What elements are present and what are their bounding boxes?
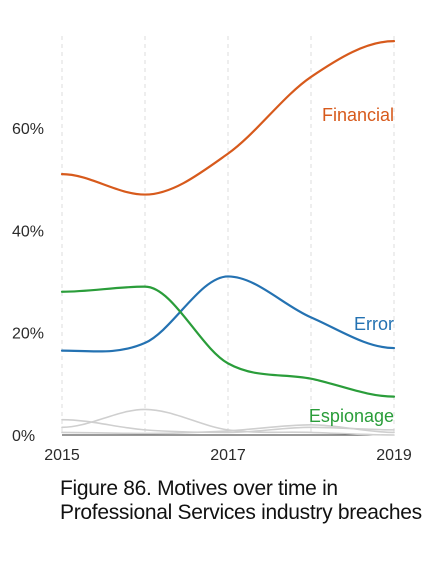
series-line-other-3: [61, 418, 395, 434]
grid-lines: [61, 36, 395, 435]
motives-line-chart: 0% 20% 40% 60% 2015 2017 2019 Financial Error E…: [12, 36, 412, 464]
series-line-other-4: [61, 408, 395, 436]
y-tick-label: 20%: [12, 326, 44, 343]
x-tick-label: 2019: [376, 447, 412, 464]
series-label-espionage: Espionage: [309, 406, 394, 426]
series-lines: [60, 40, 396, 436]
y-tick-label: 0%: [12, 428, 35, 445]
y-tick-label: 60%: [12, 121, 44, 138]
series-line-espionage: [60, 285, 396, 398]
series-line-error: [60, 275, 396, 353]
x-tick-label: 2017: [210, 447, 246, 464]
series-labels: Financial Error Espionage: [309, 105, 394, 426]
x-axis-ticks: 2015 2017 2019: [44, 447, 412, 464]
y-tick-label: 40%: [12, 223, 44, 240]
series-line-financial: [60, 40, 396, 196]
series-line-other-5: [61, 423, 395, 435]
figure-caption: Figure 86. Motives over time in Professi…: [60, 477, 422, 524]
x-tick-label: 2015: [44, 447, 80, 464]
series-label-error: Error: [354, 314, 394, 334]
y-axis-ticks: 0% 20% 40% 60%: [12, 121, 44, 445]
series-label-financial: Financial: [322, 105, 394, 125]
